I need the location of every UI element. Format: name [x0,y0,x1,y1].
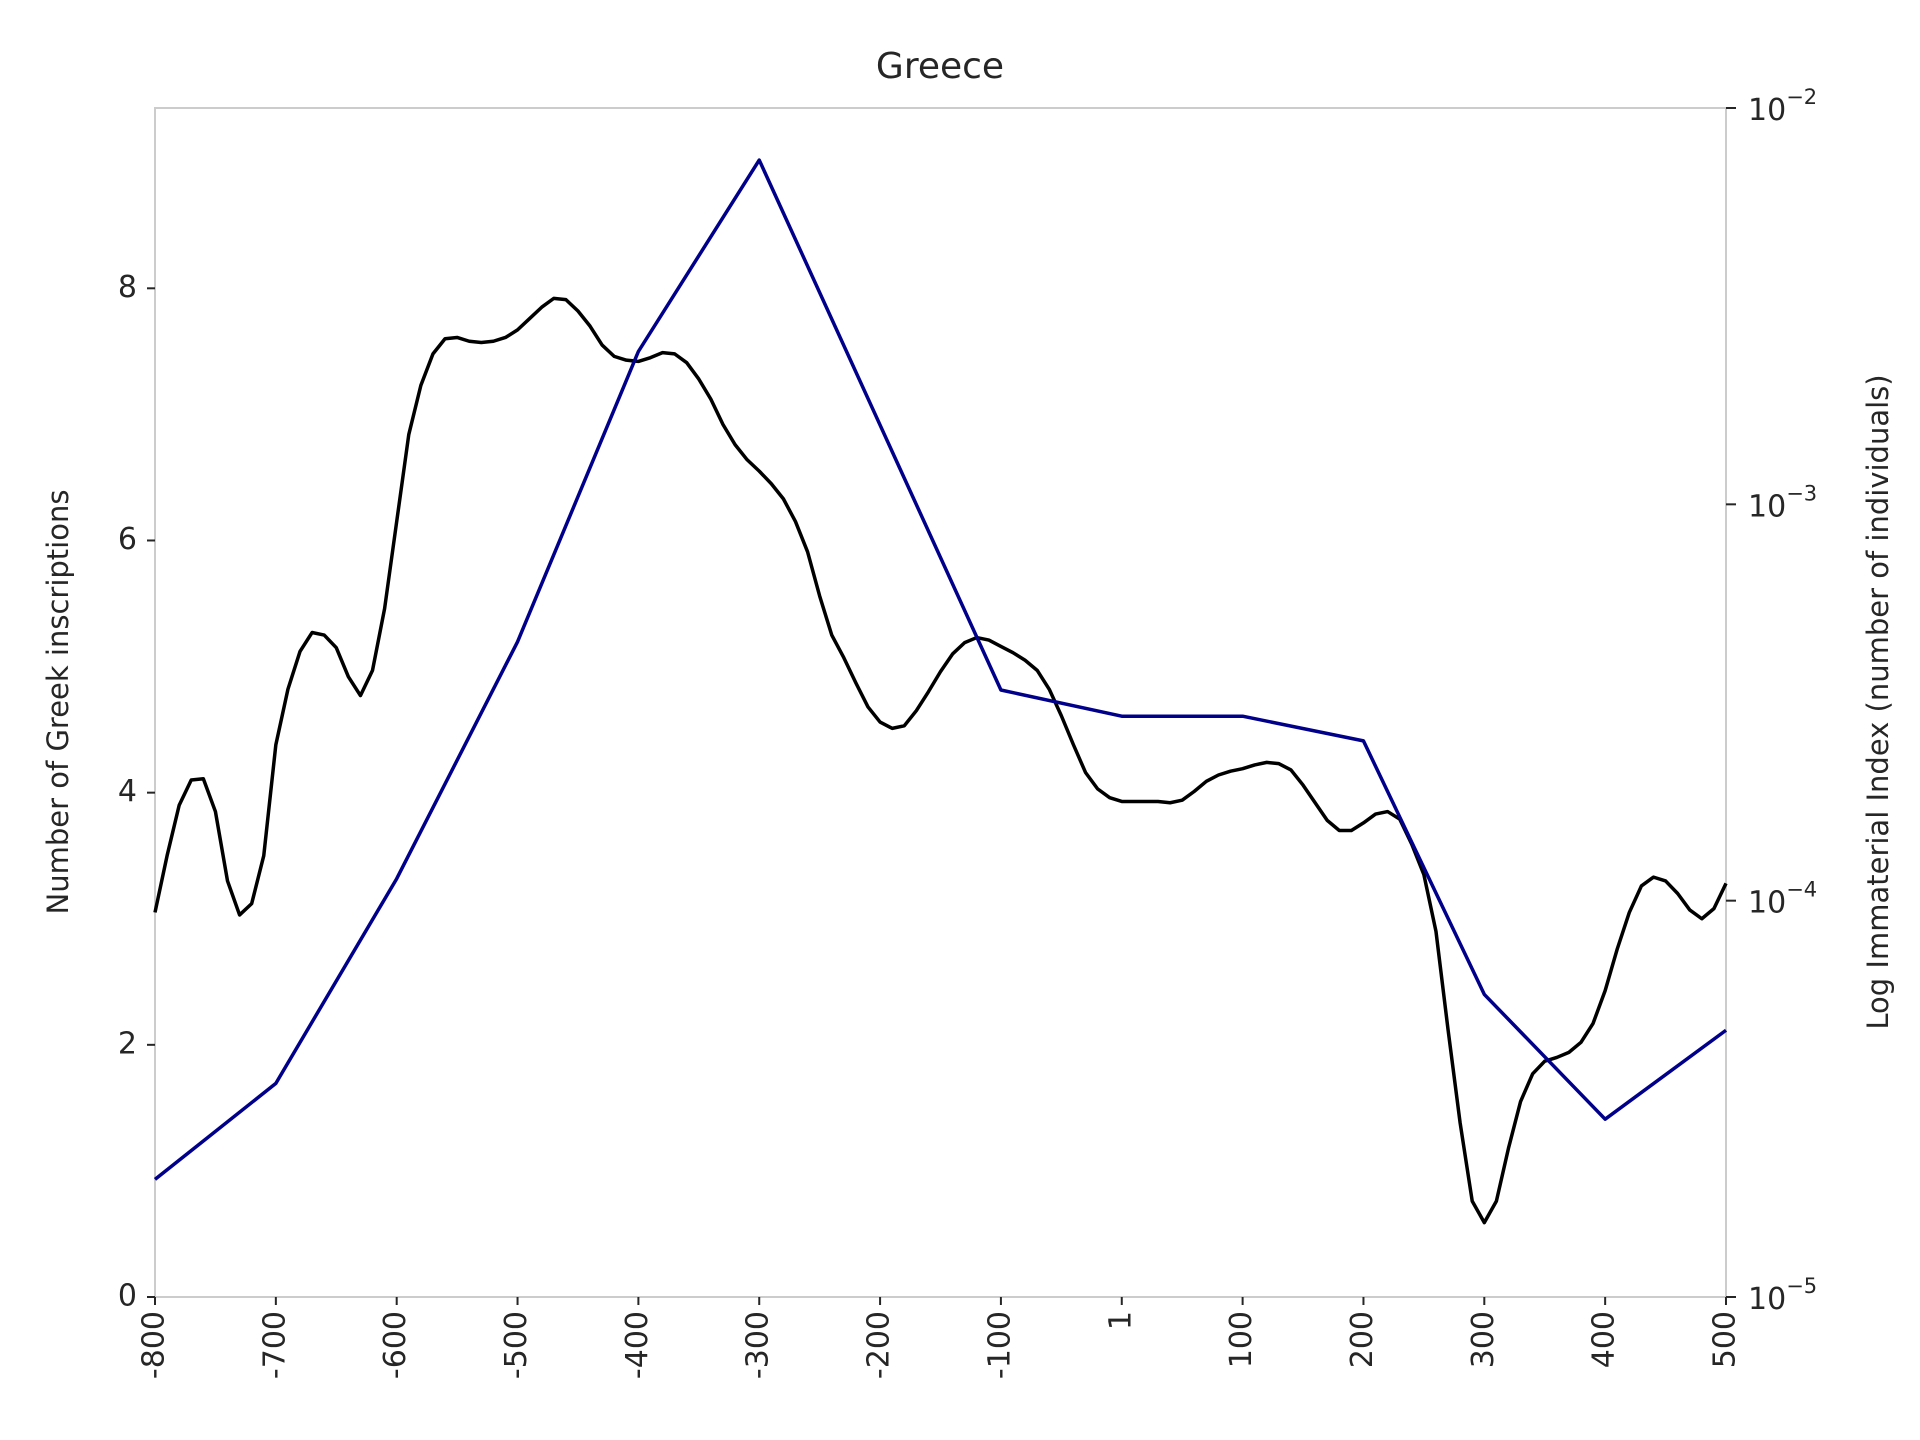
y2-axis-label: Log Immaterial Index (number of individu… [1861,374,1895,1029]
y2-tick-base: 10 [1748,886,1786,921]
x-tick-label: -600 [378,1311,413,1379]
y-tick-label: 8 [118,270,137,305]
x-tick-label: -100 [982,1311,1017,1379]
y2-tick-base: 10 [1748,489,1786,524]
y2-tick-label: 10−3 [1748,481,1817,524]
x-tick-label: -800 [137,1311,172,1379]
y2-tick-exponent: −5 [1786,1274,1817,1298]
y2-tick-exponent: −4 [1786,878,1817,902]
series-line [153,158,1728,1181]
y2-tick-exponent: −3 [1786,481,1817,505]
x-tick-label: 1 [1103,1311,1138,1330]
y2-tick-label: 10−2 [1748,85,1817,128]
y-axis-label: Number of Greek inscriptions [41,490,75,915]
series-line [153,296,1728,1225]
y-tick-label: 0 [118,1279,137,1314]
x-tick-label: 500 [1708,1311,1743,1368]
y2-tick-base: 10 [1748,1282,1786,1317]
y2-tick-label: 10−4 [1748,878,1817,921]
y-tick-label: 6 [118,522,137,557]
x-tick-label: 200 [1345,1311,1380,1368]
plot-frame [154,107,1727,1298]
x-tick-label: -300 [741,1311,776,1379]
x-tick-label: -700 [257,1311,292,1379]
x-tick-label: 100 [1224,1311,1259,1368]
x-tick-label: 400 [1587,1311,1622,1368]
x-tick-label: -500 [499,1311,534,1379]
y-tick-label: 2 [118,1026,137,1061]
y2-tick-exponent: −2 [1786,85,1817,109]
x-tick-label: -200 [862,1311,897,1379]
y-tick-label: 4 [118,774,137,809]
x-tick-label: -400 [620,1311,655,1379]
x-tick-label: 300 [1466,1311,1501,1368]
y2-tick-label: 10−5 [1748,1274,1817,1317]
y2-tick-base: 10 [1748,93,1786,128]
chart-title: Greece [876,46,1004,87]
